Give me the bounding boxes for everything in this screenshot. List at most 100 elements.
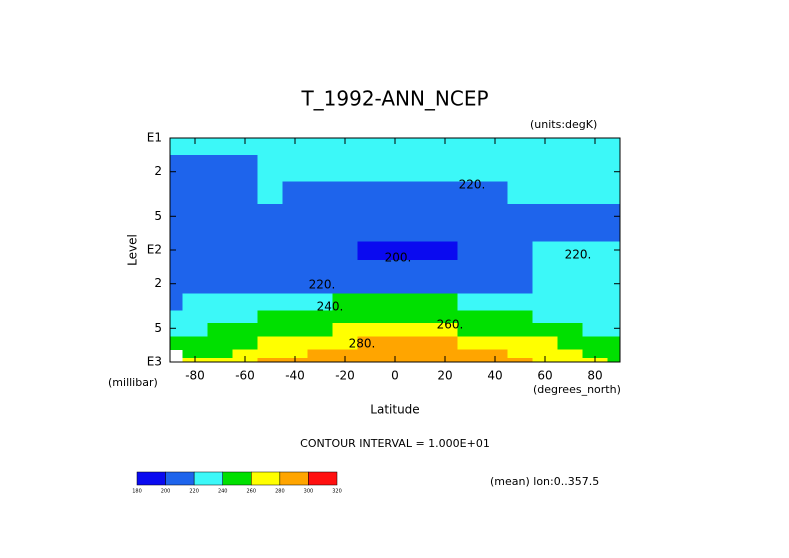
field-cell <box>307 349 333 359</box>
field-cell <box>357 358 383 363</box>
field-cell <box>482 154 508 183</box>
field-cell <box>532 276 558 295</box>
field-cell <box>307 203 333 225</box>
field-cell <box>282 181 308 205</box>
field-cell <box>432 310 458 324</box>
field-cell <box>232 336 258 350</box>
field-cell <box>307 336 333 350</box>
field-cell <box>507 349 533 359</box>
field-cell <box>182 349 208 359</box>
field-cell <box>182 181 208 205</box>
field-cell <box>532 154 558 183</box>
field-cell <box>257 203 283 225</box>
field-cell <box>232 154 258 183</box>
field-cell <box>257 259 283 278</box>
field-cell <box>232 241 258 261</box>
field-cell <box>232 181 258 205</box>
field-cell <box>407 138 433 156</box>
field-cell <box>282 293 308 311</box>
field-cell <box>607 276 621 295</box>
field-cell <box>457 181 483 205</box>
field-cell <box>407 154 433 183</box>
field-cell <box>557 349 583 359</box>
field-cell <box>557 241 583 261</box>
field-cell <box>382 138 408 156</box>
field-cell <box>507 138 533 156</box>
field-cell <box>457 224 483 242</box>
x-tick-label: 40 <box>487 369 502 383</box>
field-cell <box>507 224 533 242</box>
x-tick-label: 0 <box>391 369 399 383</box>
field-cell <box>407 349 433 359</box>
field-cell <box>257 241 283 261</box>
x-tick-label: 80 <box>587 369 602 383</box>
field-cell <box>332 181 358 205</box>
field-cell <box>557 276 583 295</box>
field-cell <box>207 336 233 350</box>
field-cell <box>582 293 608 311</box>
field-cell <box>432 181 458 205</box>
y-tick-label: 5 <box>154 209 162 223</box>
field-cell <box>307 138 333 156</box>
field-cell <box>557 203 583 225</box>
field-cell <box>607 336 621 350</box>
field-cell <box>232 138 258 156</box>
field-cell <box>257 349 283 359</box>
field-cell <box>257 293 283 311</box>
field-cell <box>532 349 558 359</box>
field-cell <box>170 259 183 278</box>
field-cell <box>507 358 533 363</box>
field-cell <box>170 181 183 205</box>
field-cell <box>357 293 383 311</box>
colorbar-swatch <box>279 471 309 486</box>
field-cell <box>482 138 508 156</box>
field-cell <box>282 349 308 359</box>
field-cell <box>332 293 358 311</box>
contour-label: 200. <box>385 251 412 265</box>
field-cell <box>457 322 483 337</box>
field-cell <box>382 203 408 225</box>
field-cell <box>432 203 458 225</box>
field-cell <box>207 138 233 156</box>
field-cell <box>432 154 458 183</box>
field-cell <box>457 154 483 183</box>
field-cell <box>232 224 258 242</box>
field-cell <box>582 276 608 295</box>
field-cell <box>357 203 383 225</box>
field-cell <box>482 310 508 324</box>
field-cell <box>357 154 383 183</box>
field-cell <box>257 322 283 337</box>
field-cell <box>557 293 583 311</box>
field-cell <box>432 241 458 261</box>
field-cell <box>457 358 483 363</box>
field-cell <box>607 181 621 205</box>
field-cell <box>307 241 333 261</box>
field-cell <box>407 224 433 242</box>
field-cell <box>407 293 433 311</box>
field-cell <box>432 293 458 311</box>
field-cell <box>357 241 383 261</box>
field-cell <box>257 224 283 242</box>
field-cell <box>432 336 458 350</box>
field-cell <box>507 322 533 337</box>
field-cell <box>607 138 621 156</box>
field-cell <box>257 336 283 350</box>
field-cell <box>582 138 608 156</box>
field-cell <box>607 349 621 359</box>
field-cell <box>582 154 608 183</box>
field-cell <box>357 224 383 242</box>
field-cell <box>282 336 308 350</box>
colorbar-label: 240 <box>218 489 228 495</box>
field-cell <box>307 293 333 311</box>
field-cell <box>507 259 533 278</box>
field-cell <box>482 349 508 359</box>
contour-label: 220. <box>565 248 592 262</box>
field-cell <box>582 224 608 242</box>
contour-label: 220. <box>309 278 336 292</box>
field-cell <box>532 259 558 278</box>
field-cell <box>382 322 408 337</box>
field-cell <box>182 310 208 324</box>
colorbar-swatch <box>165 471 195 486</box>
field-cell <box>332 241 358 261</box>
